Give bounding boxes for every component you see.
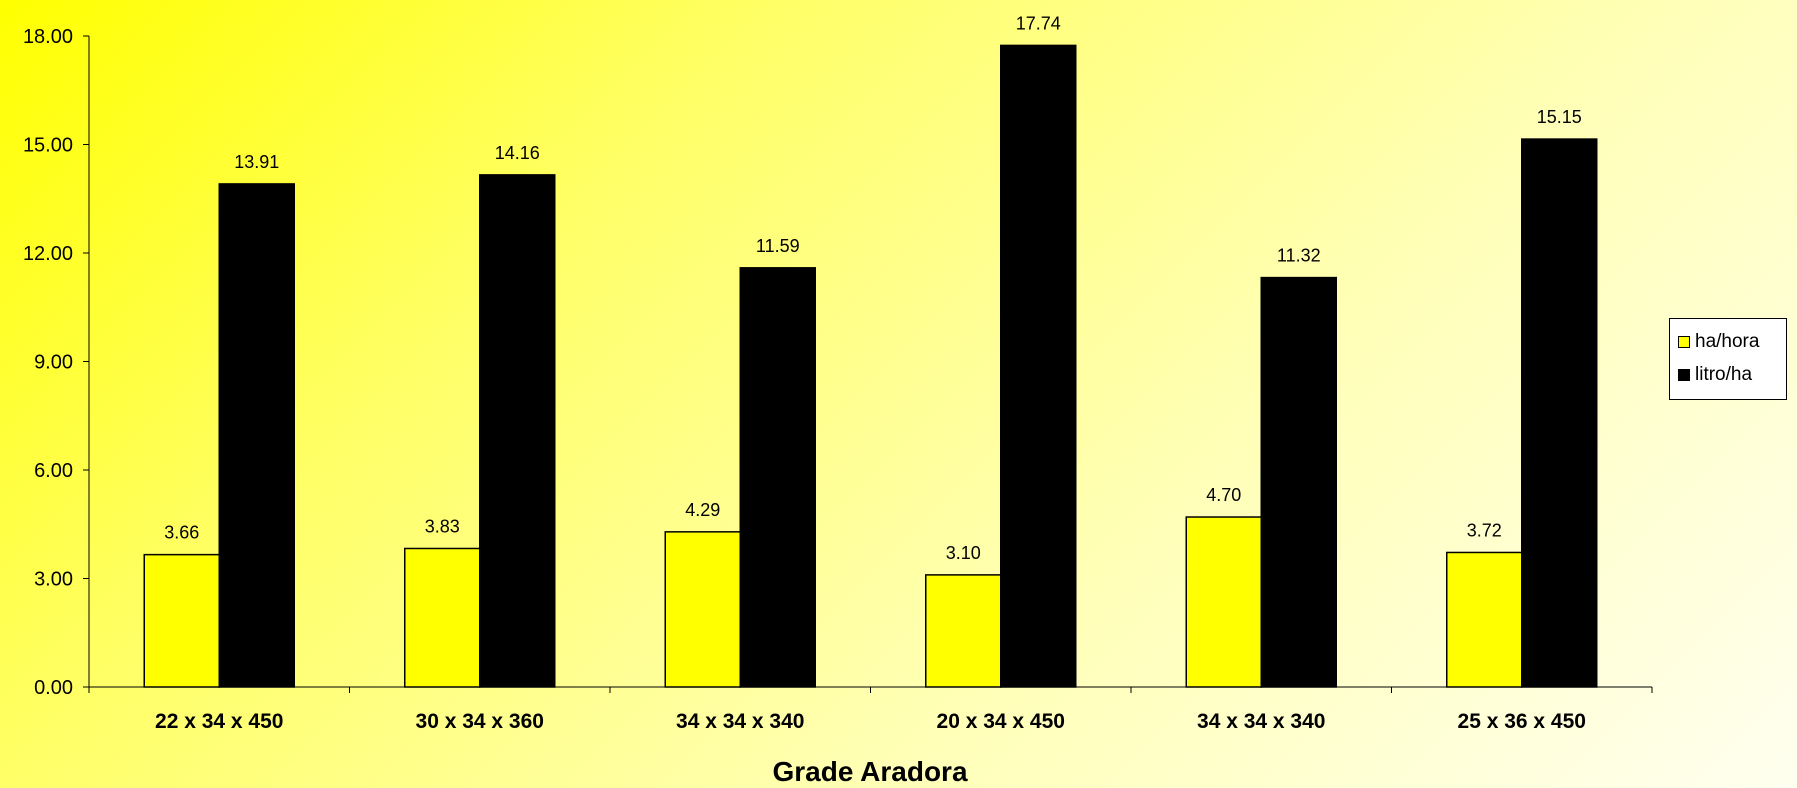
legend: ha/hora litro/ha (1669, 318, 1787, 400)
bar-ha-hora (404, 547, 481, 688)
data-label: 3.83 (425, 516, 460, 536)
data-label: 17.74 (1016, 13, 1061, 33)
labels: 3.66 13.91 3.83 14.16 4.29 11.59 3.10 17.74 4.70… (164, 13, 1582, 562)
axes: 0.00 3.00 6.00 9.00 12.00 15.00 18.00 22 x 34 x… (23, 26, 1653, 733)
bar-ha-hora (925, 574, 1002, 688)
data-label: 4.29 (685, 500, 720, 520)
y-tick-label: 12.00 (23, 243, 73, 265)
data-label: 4.70 (1206, 485, 1241, 505)
bar-litro-ha (1000, 44, 1077, 688)
legend-label-litro-ha: litro/ha (1695, 363, 1753, 385)
y-tick-label: 9.00 (34, 352, 73, 374)
bar-ha-hora (1185, 516, 1262, 688)
data-label: 15.15 (1537, 107, 1582, 127)
data-label: 3.66 (164, 523, 199, 543)
y-tick-label: 6.00 (34, 460, 73, 482)
data-label: 14.16 (495, 143, 540, 163)
bar-litro-ha (739, 267, 816, 688)
bar-litro-ha (479, 174, 556, 688)
data-label: 3.72 (1467, 520, 1502, 540)
x-tick-label: 20 x 34 x 450 (937, 710, 1065, 733)
x-tick-label: 25 x 36 x 450 (1458, 710, 1586, 733)
x-axis-label: Grade Aradora (772, 756, 967, 787)
bar-litro-ha (218, 183, 295, 688)
bar-ha-hora (143, 553, 220, 688)
y-tick-label: 0.00 (34, 677, 73, 699)
legend-swatch-ha-hora (1678, 335, 1690, 348)
data-label: 11.59 (756, 236, 800, 256)
y-tick-label: 18.00 (23, 26, 73, 48)
x-tick-label: 30 x 34 x 360 (416, 710, 544, 733)
x-tick-label: 34 x 34 x 340 (676, 710, 804, 733)
bar-ha-hora (1446, 551, 1523, 688)
data-label: 3.10 (946, 543, 981, 563)
bar-litro-ha (1260, 276, 1337, 688)
x-tick-label: 22 x 34 x 450 (155, 710, 283, 733)
x-tick-label: 34 x 34 x 340 (1197, 710, 1325, 733)
data-label: 11.32 (1277, 246, 1321, 266)
data-label: 13.91 (234, 152, 279, 172)
y-tick-label: 15.00 (23, 135, 73, 157)
legend-label-ha-hora: ha/hora (1695, 330, 1760, 352)
bar-ha-hora (664, 531, 741, 688)
legend-item-ha-hora: ha/hora (1678, 325, 1786, 358)
bars (143, 44, 1598, 688)
legend-item-litro-ha: litro/ha (1678, 358, 1786, 391)
y-tick-label: 3.00 (34, 569, 73, 591)
bar-litro-ha (1521, 138, 1598, 688)
legend-swatch-litro-ha (1678, 368, 1690, 381)
